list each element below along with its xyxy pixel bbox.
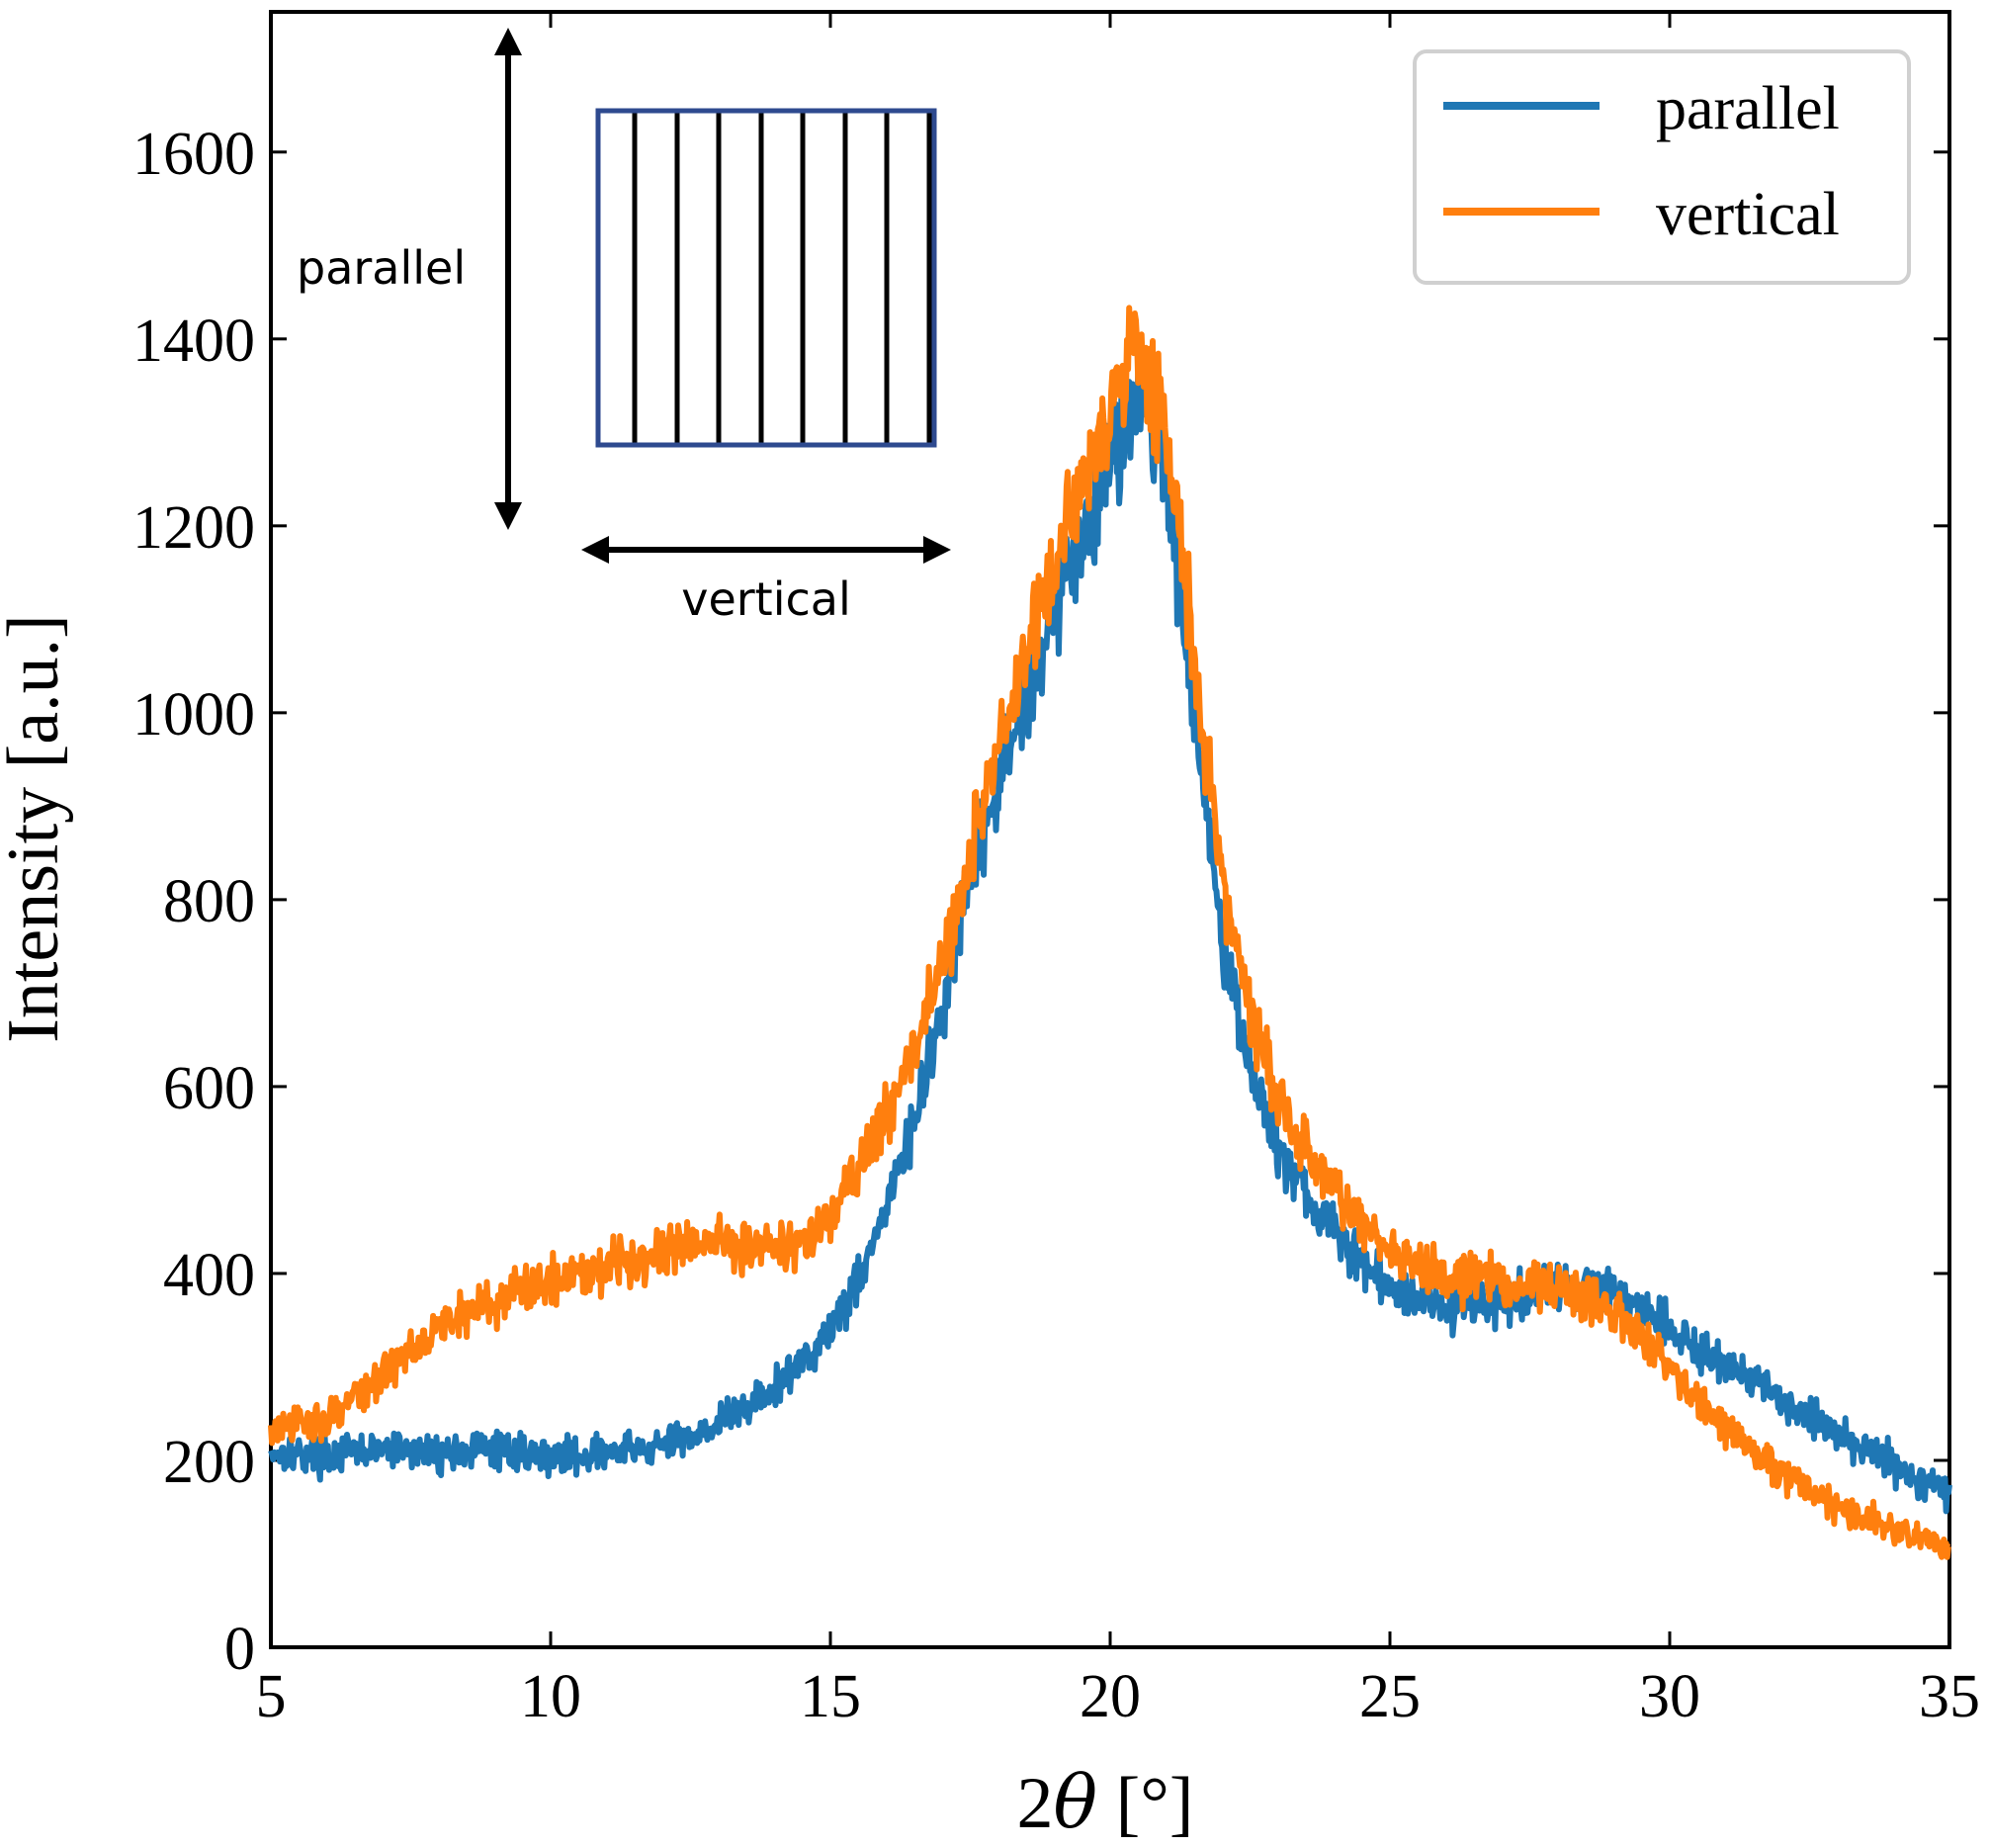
- x-tick-label: 10: [520, 1663, 581, 1730]
- fiber-lines: [632, 111, 932, 445]
- legend: parallel vertical: [1413, 49, 1911, 285]
- parallel-arrow-head-up: [494, 28, 522, 55]
- y-tick-label: 800: [163, 868, 255, 935]
- x-axis-label-prefix: 2: [1017, 1763, 1054, 1844]
- x-tick-label: 35: [1919, 1663, 1980, 1730]
- x-axis-label-unit: [°]: [1097, 1763, 1193, 1844]
- y-tick-label: 1000: [132, 681, 255, 748]
- parallel-arrow-head-down: [494, 502, 522, 530]
- axis-ticks: 5 10 15 20 25 30 35 0 200 400 600 800 1000 1200 1400 16…: [132, 12, 1980, 1730]
- x-tick-label: 20: [1080, 1663, 1141, 1730]
- inset-label-vertical: vertical: [681, 572, 851, 626]
- y-axis-label: Intensity [a.u.]: [0, 614, 74, 1043]
- inset-frame: [595, 108, 937, 448]
- inset-label-parallel: parallel: [297, 241, 466, 295]
- y-tick-label: 1600: [132, 121, 255, 188]
- y-tick-label: 1400: [132, 308, 255, 375]
- vertical-arrow-head-left: [581, 536, 609, 564]
- vertical-arrow-head-right: [923, 536, 951, 564]
- y-tick-label: 200: [163, 1429, 255, 1496]
- x-tick-label: 15: [800, 1663, 861, 1730]
- legend-label-vertical: vertical: [1656, 181, 1840, 248]
- orientation-inset: parallel vertical: [297, 28, 951, 626]
- series-layer: [268, 305, 1952, 1560]
- y-tick-label: 1200: [132, 494, 255, 562]
- series-line-parallel: [268, 370, 1952, 1515]
- x-tick-label: 25: [1359, 1663, 1421, 1730]
- x-tick-label: 5: [256, 1663, 287, 1730]
- y-tick-label: 600: [163, 1055, 255, 1122]
- x-tick-label: 30: [1639, 1663, 1700, 1730]
- y-tick-label: 0: [224, 1616, 255, 1683]
- x-axis-label-theta: θ: [1054, 1760, 1098, 1845]
- x-axis-label: 2θ [°]: [1017, 1760, 1194, 1845]
- series-line-vertical: [268, 305, 1951, 1560]
- y-tick-label: 400: [163, 1242, 255, 1309]
- legend-label-parallel: parallel: [1656, 75, 1840, 142]
